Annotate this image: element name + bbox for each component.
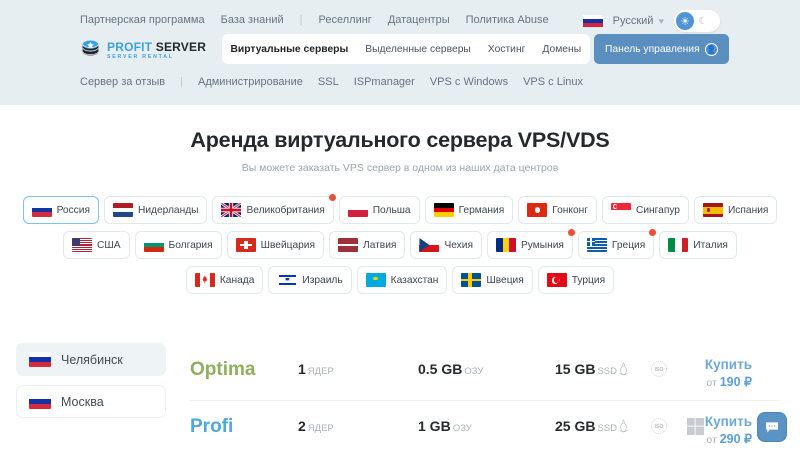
svg-text:ISO: ISO xyxy=(654,367,663,373)
svg-text:ISO: ISO xyxy=(654,424,663,430)
